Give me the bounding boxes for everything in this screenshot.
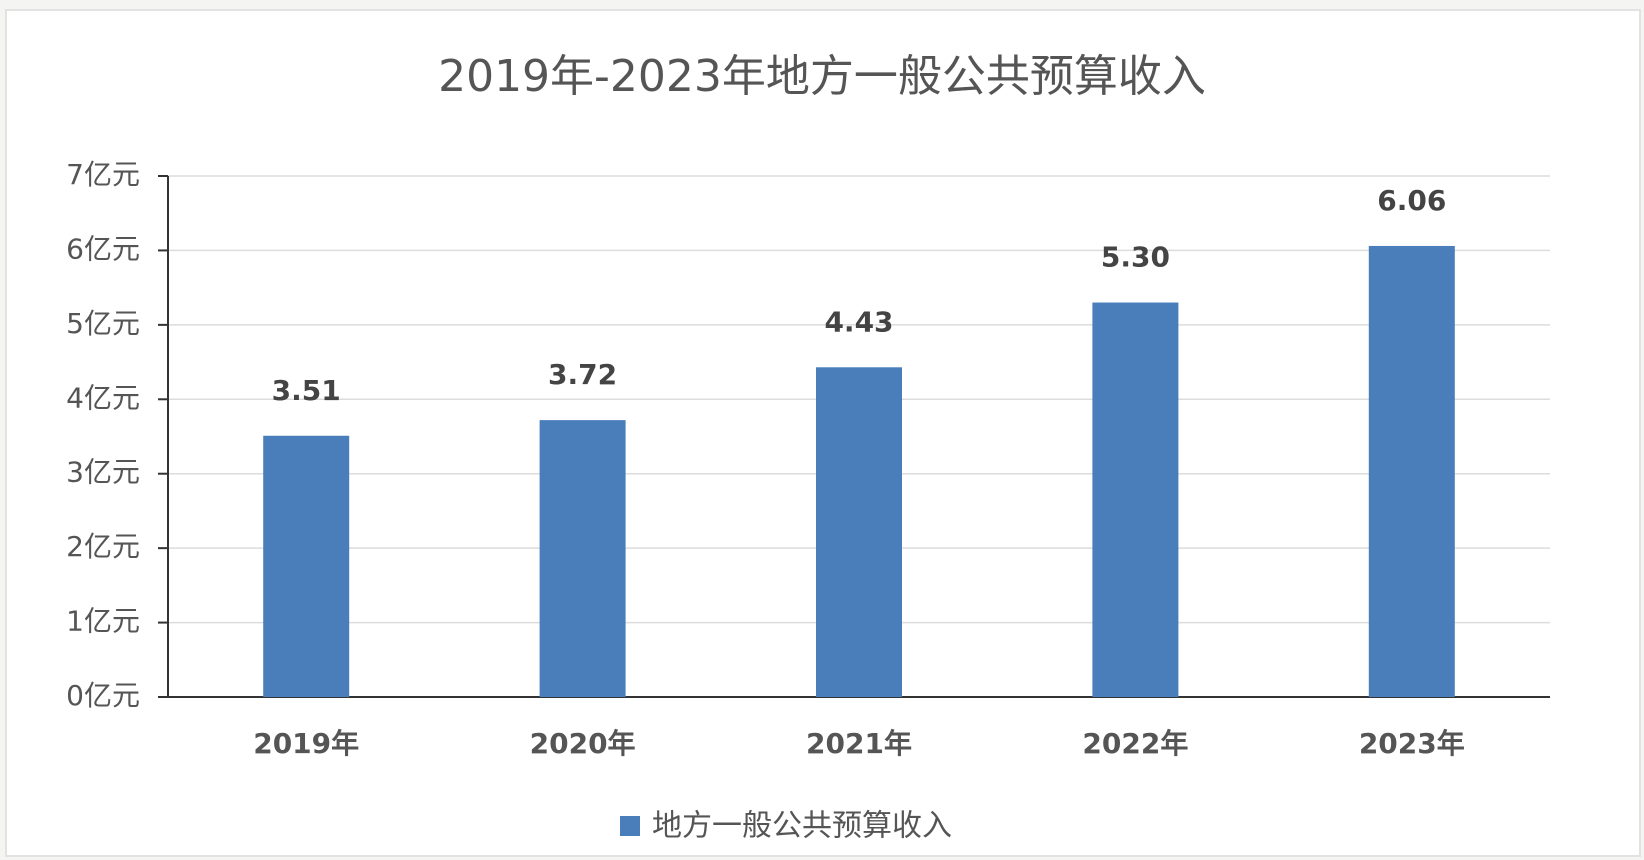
bar — [1092, 302, 1179, 697]
legend-label: 地方一般公共预算收入 — [652, 809, 952, 844]
value-label: 3.51 — [272, 374, 341, 407]
x-tick-label: 2019年 — [253, 727, 359, 760]
x-tick-label: 2021年 — [806, 727, 912, 760]
bar — [1368, 245, 1455, 697]
value-label: 4.43 — [824, 305, 893, 338]
bar — [263, 435, 350, 697]
bar — [816, 367, 902, 697]
y-tick-label: 0亿元 — [66, 679, 140, 712]
y-tick-label: 5亿元 — [66, 307, 140, 340]
y-tick-label: 3亿元 — [66, 456, 140, 489]
value-label: 6.06 — [1377, 184, 1446, 217]
y-tick-label: 2亿元 — [66, 530, 140, 563]
value-label: 3.72 — [548, 358, 617, 391]
x-tick-label: 2023年 — [1359, 727, 1465, 760]
x-tick-label: 2020年 — [530, 727, 636, 760]
y-tick-label: 1亿元 — [66, 605, 140, 638]
chart-title: 2019年-2023年地方一般公共预算收入 — [438, 51, 1206, 102]
legend-swatch — [620, 816, 640, 836]
y-tick-label: 4亿元 — [66, 381, 140, 414]
x-tick-label: 2022年 — [1082, 727, 1188, 760]
y-tick-label: 7亿元 — [66, 158, 140, 191]
bar — [539, 420, 626, 697]
y-tick-label: 6亿元 — [66, 232, 140, 265]
value-label: 5.30 — [1101, 241, 1170, 274]
